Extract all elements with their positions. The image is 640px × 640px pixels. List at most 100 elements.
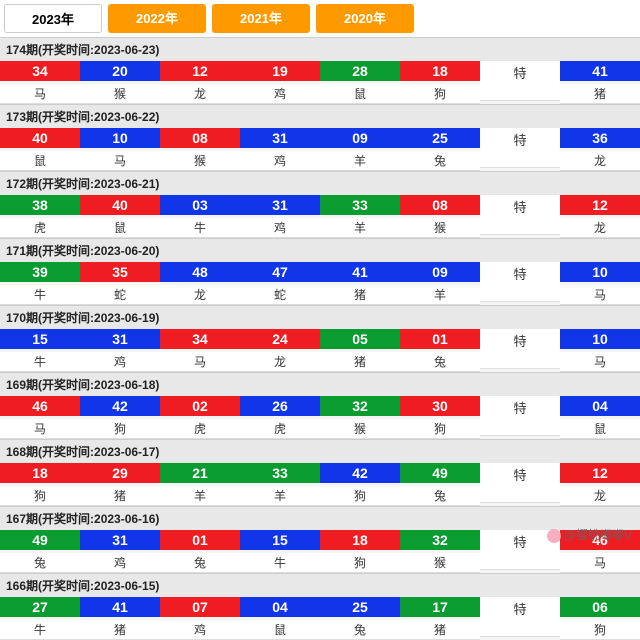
period-header: 167期(开奖时间:2023-06-16): [0, 507, 640, 530]
ball-zodiac: 牛: [240, 553, 320, 573]
ball-zodiac: 羊: [320, 218, 400, 238]
period-header: 172期(开奖时间:2023-06-21): [0, 172, 640, 195]
ball-zodiac: 猴: [400, 218, 480, 238]
ball-zodiac: 马: [560, 352, 640, 372]
ball-number: 15: [240, 530, 320, 550]
ball-number: 01: [160, 530, 240, 550]
ball-number: 31: [240, 128, 320, 148]
ball-zodiac: 虎: [240, 419, 320, 439]
ball-zodiac: 龙: [560, 218, 640, 238]
period-header: 173期(开奖时间:2023-06-22): [0, 105, 640, 128]
ball-number: 36: [560, 128, 640, 148]
ball-zodiac: 兔: [320, 620, 400, 640]
period-row: 172期(开奖时间:2023-06-21)384003313308特12虎鼠牛鸡…: [0, 171, 640, 238]
ball-zodiac: 兔: [400, 486, 480, 506]
ball-number: 02: [160, 396, 240, 416]
period-row: 166期(开奖时间:2023-06-15)274107042517特06牛猪鸡鼠…: [0, 573, 640, 640]
ball-zodiac: 狗: [400, 419, 480, 439]
ball-zodiac: 龙: [560, 151, 640, 171]
ball-zodiac: 鸡: [240, 84, 320, 104]
ball-zodiac: 鼠: [240, 620, 320, 640]
ball-number: 19: [240, 61, 320, 81]
te-label: 特: [480, 463, 560, 486]
ball-zodiac: 马: [0, 84, 80, 104]
ball-zodiac: 兔: [0, 553, 80, 573]
ball-number: 41: [320, 262, 400, 282]
ball-number: 49: [400, 463, 480, 483]
ball-zodiac: 猴: [160, 151, 240, 171]
ball-zodiac: 马: [80, 151, 160, 171]
ball-number: 27: [0, 597, 80, 617]
ball-number: 05: [320, 329, 400, 349]
ball-number: 40: [0, 128, 80, 148]
ball-number: 25: [320, 597, 400, 617]
ball-zodiac: 猴: [400, 553, 480, 573]
year-tab-0[interactable]: 2023年: [4, 4, 102, 33]
ball-zodiac: 鼠: [80, 218, 160, 238]
avatar-icon: [547, 529, 561, 543]
ball-zodiac: 鸡: [80, 553, 160, 573]
year-tabs: 2023年2022年2021年2020年: [0, 0, 640, 37]
ball-number: 31: [80, 530, 160, 550]
period-header: 169期(开奖时间:2023-06-18): [0, 373, 640, 396]
ball-number: 49: [0, 530, 80, 550]
ball-number: 07: [160, 597, 240, 617]
ball-number: 31: [240, 195, 320, 215]
ball-zodiac: 狗: [400, 84, 480, 104]
ball-number: 18: [0, 463, 80, 483]
ball-number: 24: [240, 329, 320, 349]
ball-zodiac: 兔: [160, 553, 240, 573]
ball-number: 29: [80, 463, 160, 483]
period-row: 170期(开奖时间:2023-06-19)153134240501特10牛鸡马龙…: [0, 305, 640, 372]
ball-number: 09: [400, 262, 480, 282]
ball-zodiac: 鸡: [240, 151, 320, 171]
ball-zodiac: 羊: [400, 285, 480, 305]
ball-zodiac: 猪: [80, 620, 160, 640]
ball-number: 04: [560, 396, 640, 416]
te-label: 特: [480, 195, 560, 218]
ball-number: 34: [160, 329, 240, 349]
ball-number: 33: [240, 463, 320, 483]
ball-number: 38: [0, 195, 80, 215]
ball-zodiac: 马: [560, 285, 640, 305]
te-label: 特: [480, 597, 560, 620]
ball-number: 06: [560, 597, 640, 617]
ball-zodiac: 牛: [0, 352, 80, 372]
ball-number: 10: [560, 329, 640, 349]
ball-zodiac: 鼠: [560, 419, 640, 439]
ball-zodiac: 猪: [560, 84, 640, 104]
ball-zodiac: 兔: [400, 151, 480, 171]
ball-zodiac: 兔: [400, 352, 480, 372]
year-tab-3[interactable]: 2020年: [316, 4, 414, 33]
ball-zodiac: 龙: [560, 486, 640, 506]
ball-number: 12: [560, 195, 640, 215]
period-row: 173期(开奖时间:2023-06-22)401008310925特36鼠马猴鸡…: [0, 104, 640, 171]
period-header: 166期(开奖时间:2023-06-15): [0, 574, 640, 597]
year-tab-1[interactable]: 2022年: [108, 4, 206, 33]
year-tab-2[interactable]: 2021年: [212, 4, 310, 33]
te-label: 特: [480, 61, 560, 84]
ball-zodiac: 龙: [160, 285, 240, 305]
ball-number: 10: [560, 262, 640, 282]
ball-number: 17: [400, 597, 480, 617]
ball-zodiac: 狗: [560, 620, 640, 640]
ball-zodiac: 羊: [240, 486, 320, 506]
ball-zodiac: 狗: [320, 486, 400, 506]
period-header: 171期(开奖时间:2023-06-20): [0, 239, 640, 262]
ball-number: 08: [400, 195, 480, 215]
period-row: 168期(开奖时间:2023-06-17)182921334249特12狗猪羊羊…: [0, 439, 640, 506]
ball-zodiac: 牛: [0, 285, 80, 305]
ball-number: 39: [0, 262, 80, 282]
ball-number: 32: [320, 396, 400, 416]
ball-zodiac: 猪: [80, 486, 160, 506]
te-label: 特: [480, 396, 560, 419]
period-row: 174期(开奖时间:2023-06-23)342012192818特41马猴龙鸡…: [0, 37, 640, 104]
ball-zodiac: 虎: [0, 218, 80, 238]
ball-zodiac: 蛇: [80, 285, 160, 305]
ball-number: 25: [400, 128, 480, 148]
ball-number: 28: [320, 61, 400, 81]
ball-number: 47: [240, 262, 320, 282]
period-header: 168期(开奖时间:2023-06-17): [0, 440, 640, 463]
ball-number: 09: [320, 128, 400, 148]
ball-zodiac: 猴: [320, 419, 400, 439]
